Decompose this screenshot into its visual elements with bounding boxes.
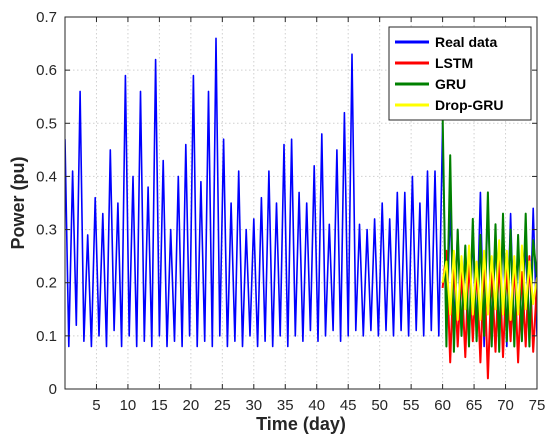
x-axis-title: Time (day) <box>256 414 346 434</box>
x-tick-label-2: 15 <box>151 397 168 414</box>
y-tick-label-4: 0.4 <box>36 168 57 185</box>
series-line-lstm <box>441 249 537 380</box>
x-tick-label-5: 30 <box>245 397 262 414</box>
legend-label-real-data: Real data <box>435 34 497 50</box>
series-line-gru <box>441 112 537 353</box>
y-tick-label-5: 0.5 <box>36 115 57 132</box>
y-tick-label-6: 0.6 <box>36 62 57 79</box>
x-tick-label-3: 20 <box>183 397 200 414</box>
x-tick-label-14: 75 <box>529 397 546 414</box>
y-axis-title: Power (pu) <box>8 156 28 249</box>
plot-frame <box>64 16 538 390</box>
x-tick-label-4: 25 <box>214 397 231 414</box>
legend-label-gru: GRU <box>435 76 466 92</box>
x-tick-label-1: 10 <box>120 397 137 414</box>
x-tick-label-10: 55 <box>403 397 420 414</box>
axis-ticks: 5 10 15 20 25 30 35 40 45 50 55 60 65 70 75 0 0.1 0.2 0.3 0… <box>36 9 545 414</box>
legend-label-lstm: LSTM <box>435 55 473 71</box>
y-tick-label-0: 0 <box>49 381 57 398</box>
x-tick-label-0: 5 <box>92 397 100 414</box>
legend-label-drop-gru: Drop-GRU <box>435 97 503 113</box>
series-layer <box>65 37 537 380</box>
y-tick-label-7: 0.7 <box>36 9 57 26</box>
x-tick-label-12: 65 <box>466 397 483 414</box>
x-tick-label-11: 60 <box>434 397 451 414</box>
x-tick-label-13: 70 <box>497 397 514 414</box>
y-tick-label-1: 0.1 <box>36 328 57 345</box>
y-tick-label-3: 0.3 <box>36 222 57 239</box>
y-tick-label-2: 0.2 <box>36 275 57 292</box>
series-line-drop-gru <box>441 239 537 321</box>
x-tick-label-9: 50 <box>371 397 388 414</box>
legend: Real data LSTM GRU Drop-GRU <box>388 26 532 121</box>
x-tick-label-7: 40 <box>308 397 325 414</box>
x-tick-label-8: 45 <box>340 397 357 414</box>
x-tick-label-6: 35 <box>277 397 294 414</box>
